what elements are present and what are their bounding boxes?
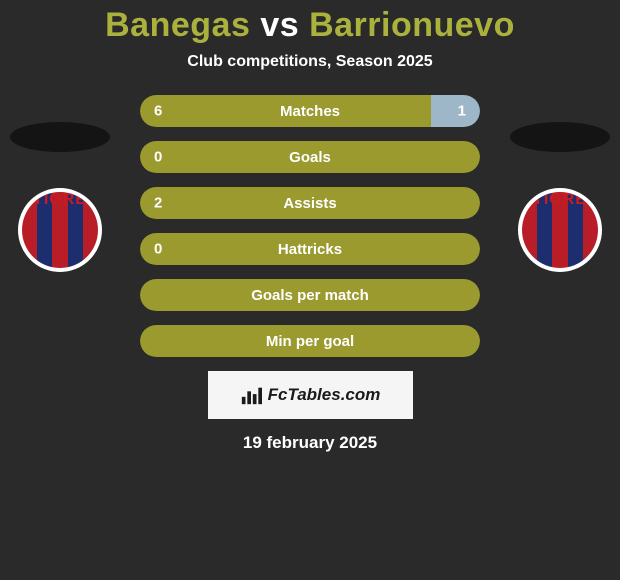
bar-fill-right: [431, 95, 480, 127]
team-badge-right: [518, 188, 602, 272]
stat-bar: 0 Hattricks: [140, 233, 480, 265]
stat-bar: 0 Goals: [140, 141, 480, 173]
stat-bar: Goals per match: [140, 279, 480, 311]
stat-bar: Min per goal: [140, 325, 480, 357]
stat-bars: 6 1 Matches 0 Goals 2 Assists 0 Hattricks Goals p…: [140, 95, 480, 357]
comparison-infographic: Banegas vs Barrionuevo Club competitions…: [0, 0, 620, 580]
badge-stripe: [537, 192, 552, 268]
page-title: Banegas vs Barrionuevo: [105, 6, 515, 45]
bar-label: Goals per match: [251, 287, 369, 304]
bar-label: Min per goal: [266, 333, 354, 350]
date-text: 19 february 2025: [243, 433, 377, 453]
bar-label: Assists: [283, 195, 336, 212]
badge-stripe: [22, 192, 37, 268]
badge-stripe: [583, 192, 598, 268]
bar-value-left: 2: [154, 195, 162, 212]
bar-label: Matches: [280, 103, 340, 120]
title-player1: Banegas: [105, 6, 250, 44]
bar-value-left: 0: [154, 149, 162, 166]
bar-label: Hattricks: [278, 241, 342, 258]
brand-chart-icon: [240, 384, 262, 406]
bar-value-left: 0: [154, 241, 162, 258]
avatar-shadow-left: [10, 122, 110, 152]
stat-bar: 6 1 Matches: [140, 95, 480, 127]
stat-bar: 2 Assists: [140, 187, 480, 219]
subtitle: Club competitions, Season 2025: [187, 53, 432, 71]
badge-stripe: [552, 192, 567, 268]
avatar-shadow-right: [510, 122, 610, 152]
title-player2: Barrionuevo: [309, 6, 515, 44]
badge-stripe: [83, 192, 98, 268]
brand-box: FcTables.com: [208, 371, 413, 419]
bar-value-right: 1: [458, 103, 466, 120]
brand-text: FcTables.com: [268, 385, 381, 405]
bar-label: Goals: [289, 149, 331, 166]
team-badge-left: [18, 188, 102, 272]
bar-value-left: 6: [154, 103, 162, 120]
badge-stripe: [68, 192, 83, 268]
title-vs: vs: [260, 6, 299, 44]
badge-stripe: [568, 192, 583, 268]
badge-stripe: [52, 192, 67, 268]
badge-stripe: [37, 192, 52, 268]
badge-stripe: [522, 192, 537, 268]
